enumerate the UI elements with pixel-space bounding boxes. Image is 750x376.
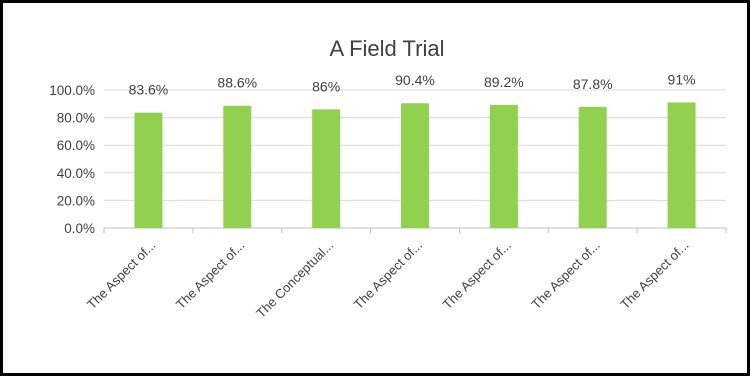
data-label: 89.2% [484,74,524,90]
y-tick-label: 40.0% [57,166,95,181]
bar [489,104,518,228]
y-tick-label: 20.0% [57,193,95,208]
data-label: 91% [668,71,696,87]
category-label: The Conceptual... [253,238,336,321]
category-label: The Aspect of... [440,238,514,312]
x-axis-category-labels: The Aspect of... The Aspect of... The Conc… [84,238,692,321]
y-tick-label: 80.0% [57,111,95,126]
bar [134,112,163,228]
data-label: 83.6% [129,82,169,98]
bar [578,106,607,228]
data-label: 86% [312,78,340,94]
category-label: The Aspect of... [617,238,691,312]
category-label: The Aspect of... [351,238,425,312]
data-label: 87.8% [573,76,613,92]
bar [312,109,341,228]
category-label: The Aspect of... [528,238,602,312]
bar [667,102,696,228]
bar [401,103,429,228]
category-label: The Aspect of... [84,238,158,312]
y-axis-tick-labels: 0.0% 20.0% 40.0% 60.0% 80.0% 100.0% [49,83,95,236]
data-label: 88.6% [217,75,257,91]
y-tick-label: 0.0% [64,221,95,236]
chart-title: A Field Trial [330,36,445,61]
bars [134,102,696,228]
bar [223,105,252,228]
y-tick-label: 60.0% [57,138,95,153]
y-tick-label: 100.0% [49,83,95,98]
category-label: The Aspect of... [173,238,247,312]
data-label: 90.4% [395,72,435,88]
data-labels: 83.6% 88.6% 86% 90.4% 89.2% 87.8% 91% [129,71,696,97]
